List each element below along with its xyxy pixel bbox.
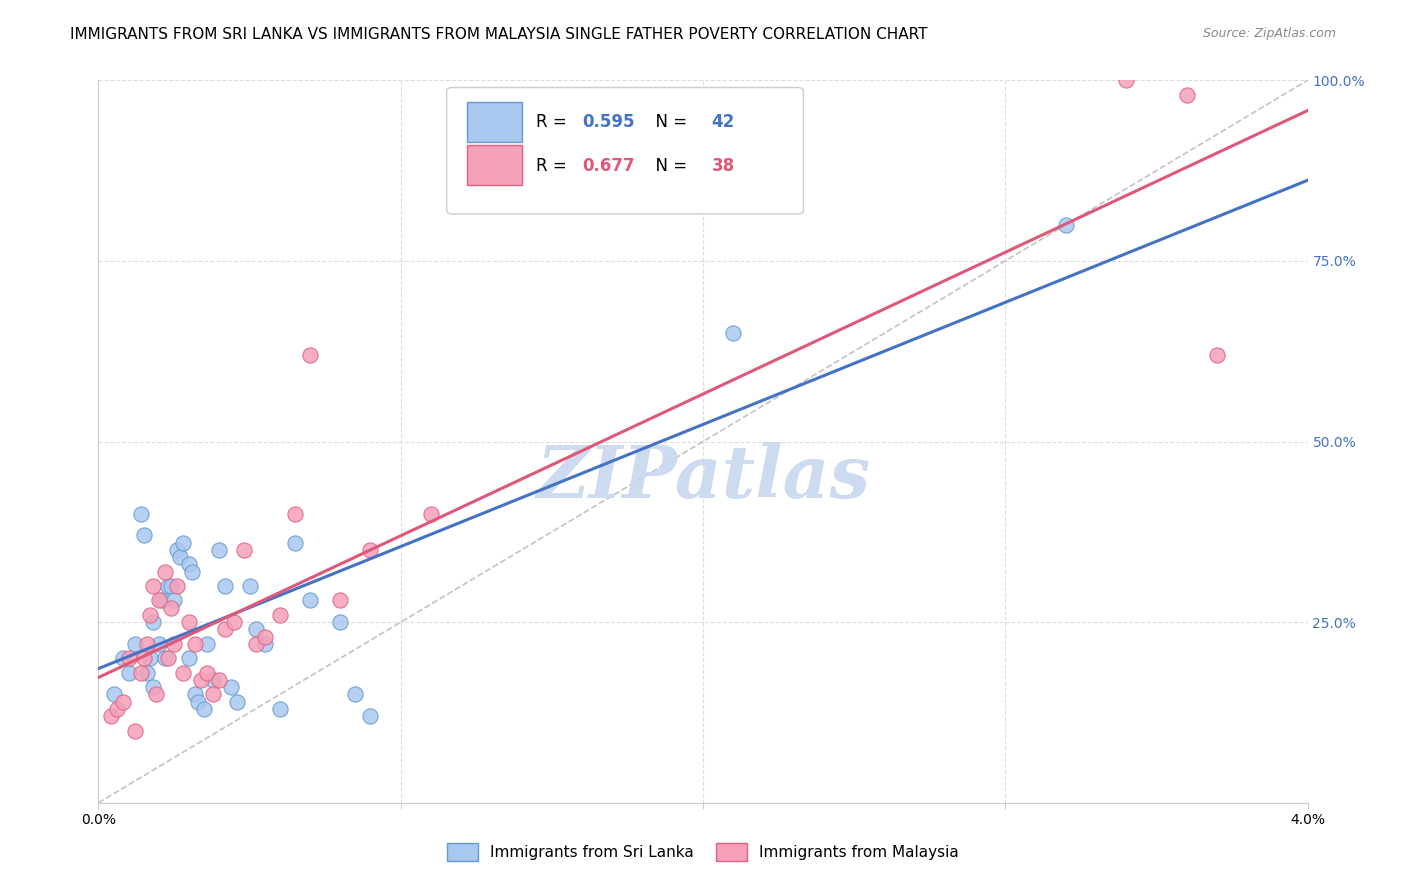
Text: R =: R = [536,156,572,175]
Point [139,651,162,665]
Text: R =: R = [536,113,572,131]
Point [163,637,186,651]
Text: IMMIGRANTS FROM SRI LANKA VS IMMIGRANTS FROM MALAYSIA SINGLE FATHER POVERTY CORR: IMMIGRANTS FROM SRI LANKA VS IMMIGRANTS … [70,27,928,42]
Point [100,709,122,723]
Point [135,637,157,651]
Point [184,687,207,701]
Point [142,680,165,694]
Point [1206,348,1229,362]
Point [179,558,201,572]
Point [202,687,225,701]
Point [148,637,170,651]
FancyBboxPatch shape [467,145,522,185]
Point [172,535,194,549]
Point [184,637,207,651]
Point [135,665,157,680]
Point [166,542,188,557]
Point [166,579,188,593]
Point [221,680,243,694]
Point [172,665,194,680]
Point [103,687,125,701]
FancyBboxPatch shape [467,102,522,142]
Text: 42: 42 [711,113,735,131]
Point [214,579,236,593]
Point [224,615,246,630]
Point [1115,73,1137,87]
Point [723,326,745,341]
Point [179,615,201,630]
Point [132,651,155,665]
Point [239,579,262,593]
Point [118,651,141,665]
Point [226,695,249,709]
Point [1054,218,1077,232]
Point [124,637,146,651]
Point [214,623,236,637]
Point [132,528,155,542]
Point [156,651,179,665]
Legend: Immigrants from Sri Lanka, Immigrants from Malaysia: Immigrants from Sri Lanka, Immigrants fr… [441,837,965,867]
Point [195,665,218,680]
Point [269,607,291,622]
Point [329,593,352,607]
Point [163,593,186,607]
Point [202,673,225,687]
FancyBboxPatch shape [447,87,803,214]
Point [253,637,276,651]
Point [169,550,191,565]
Point [284,507,307,521]
Point [129,507,152,521]
Text: ZIPatlas: ZIPatlas [536,442,870,513]
Text: N =: N = [645,156,692,175]
Point [142,579,165,593]
Point [156,579,179,593]
Point [208,673,231,687]
Point [253,630,276,644]
Point [208,542,231,557]
Point [187,695,209,709]
Point [150,593,173,607]
Point [181,565,204,579]
Text: N =: N = [645,113,692,131]
Point [118,665,141,680]
Point [299,593,322,607]
Point [193,702,215,716]
Point [179,651,201,665]
Point [269,702,291,716]
Point [111,651,134,665]
Text: Source: ZipAtlas.com: Source: ZipAtlas.com [1202,27,1336,40]
Point [129,665,152,680]
Point [284,535,307,549]
Point [420,507,443,521]
Point [145,687,167,701]
Point [232,542,254,557]
Point [245,637,267,651]
Text: 38: 38 [711,156,734,175]
Point [160,600,183,615]
Point [153,565,176,579]
Point [111,695,134,709]
Point [124,723,146,738]
Point [360,542,382,557]
Point [329,615,352,630]
Point [195,637,218,651]
Point [142,615,165,630]
Text: 0.677: 0.677 [582,156,634,175]
Point [148,593,170,607]
Point [190,673,212,687]
Point [1175,87,1198,102]
Point [299,348,322,362]
Text: 0.595: 0.595 [582,113,634,131]
Point [105,702,128,716]
Point [245,623,267,637]
Point [360,709,382,723]
Point [153,651,176,665]
Point [344,687,367,701]
Point [139,607,162,622]
Point [160,579,183,593]
